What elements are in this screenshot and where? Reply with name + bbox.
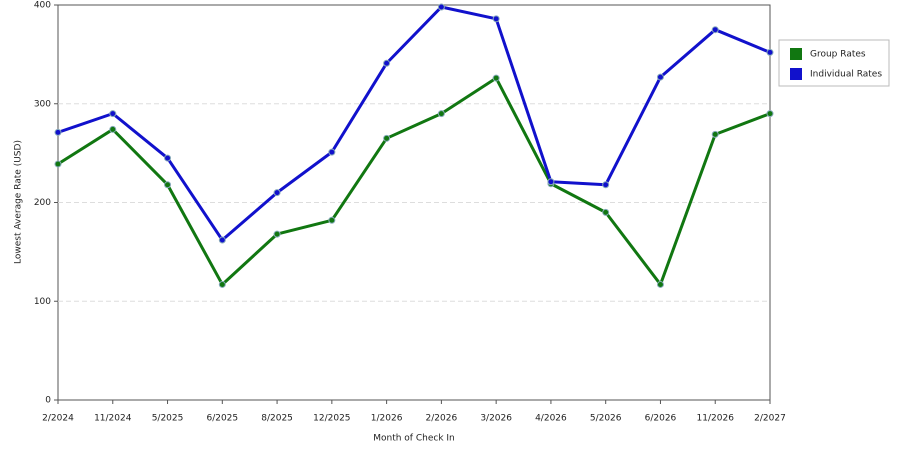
data-point	[437, 110, 445, 118]
x-tick-label: 3/2026	[480, 414, 512, 424]
legend-label: Group Rates	[810, 50, 866, 60]
legend-swatch	[790, 68, 802, 80]
series-line	[57, 5, 771, 242]
x-tick-label: 6/2025	[206, 414, 238, 424]
x-tick-label: 2/2026	[426, 414, 458, 424]
data-point	[218, 280, 226, 288]
data-point	[218, 236, 226, 244]
y-tick-label: 400	[34, 1, 51, 11]
x-tick-label: 1/2026	[371, 414, 403, 424]
x-axis-label: Month of Check In	[373, 434, 455, 444]
data-point	[492, 15, 500, 23]
y-tick-label: 300	[34, 99, 51, 109]
data-point	[547, 178, 555, 186]
data-point	[328, 216, 336, 224]
data-point	[54, 128, 62, 136]
legend-swatch	[790, 48, 802, 60]
y-tick-label: 100	[34, 297, 51, 307]
legend-label: Individual Rates	[810, 70, 882, 80]
x-tick-label: 11/2024	[94, 414, 132, 424]
data-point	[656, 280, 664, 288]
data-point	[437, 3, 445, 11]
data-point	[383, 59, 391, 67]
data-point	[383, 134, 391, 142]
data-point	[109, 125, 117, 133]
data-point	[273, 189, 281, 197]
x-tick-label: 6/2026	[645, 414, 677, 424]
x-tick-label: 8/2025	[261, 414, 293, 424]
data-point	[164, 154, 172, 162]
data-point	[766, 48, 774, 56]
y-tick-label: 200	[34, 198, 51, 208]
data-point	[109, 110, 117, 118]
x-tick-label: 11/2026	[697, 414, 735, 424]
data-point	[656, 73, 664, 81]
series-line	[57, 76, 771, 286]
x-tick-label: 5/2025	[152, 414, 184, 424]
data-point	[328, 148, 336, 156]
x-tick-label: 2/2024	[42, 414, 74, 424]
data-point	[492, 74, 500, 82]
y-tick-label: 0	[45, 396, 51, 406]
data-point	[54, 160, 62, 168]
x-tick-label: 4/2026	[535, 414, 567, 424]
x-tick-label: 5/2026	[590, 414, 622, 424]
data-point	[273, 230, 281, 238]
data-point	[164, 181, 172, 189]
data-point	[602, 181, 610, 189]
x-tick-label: 2/2027	[754, 414, 786, 424]
data-point	[711, 26, 719, 34]
data-point	[766, 110, 774, 118]
data-point	[711, 130, 719, 138]
y-axis-label: Lowest Average Rate (USD)	[14, 140, 24, 264]
data-point	[602, 208, 610, 216]
x-tick-label: 12/2025	[313, 414, 350, 424]
